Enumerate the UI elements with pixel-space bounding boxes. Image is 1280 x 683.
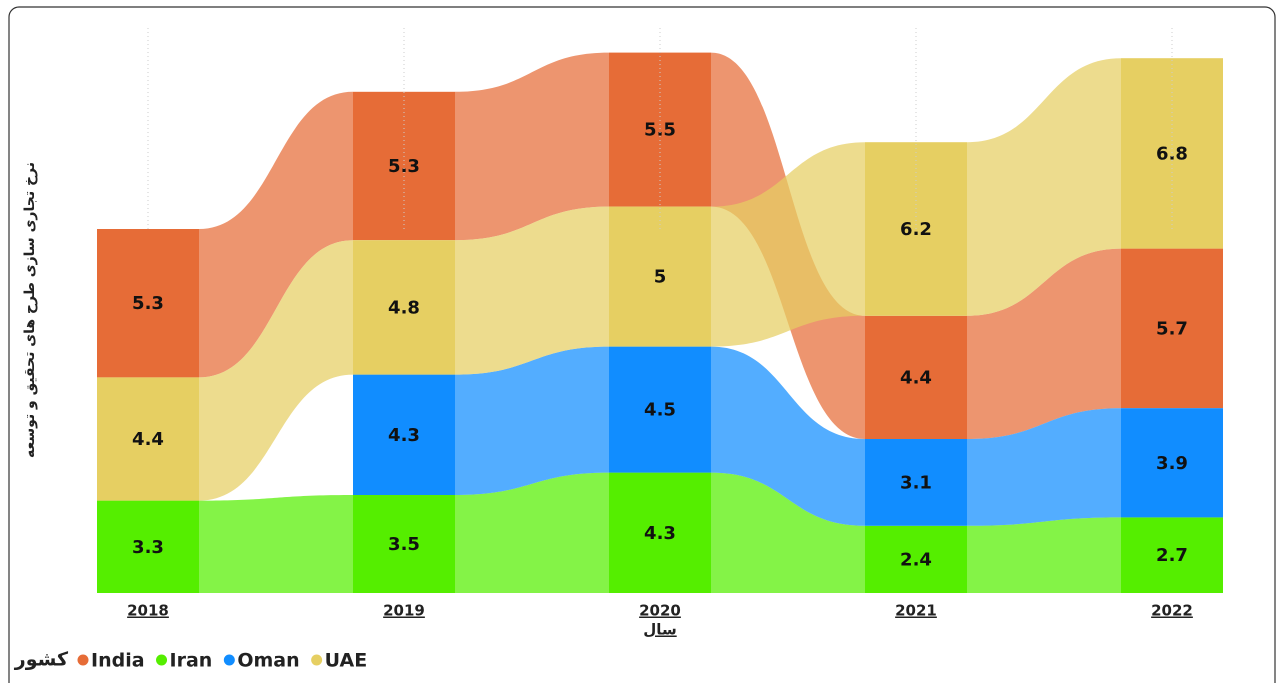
ribbon-column: [609, 206, 711, 347]
legend-marker: [311, 654, 323, 666]
ribbon: [967, 58, 1121, 316]
data-label: 5.3: [388, 156, 420, 177]
x-tick-label: 2020: [639, 602, 681, 620]
x-tick-label: 2019: [383, 602, 425, 620]
ribbon: [455, 206, 609, 375]
ribbon: [967, 517, 1121, 593]
data-label: 5.5: [644, 120, 676, 141]
ribbon-column: [353, 374, 455, 495]
ribbon: [967, 408, 1121, 526]
ribbon-column: [1121, 517, 1223, 593]
ribbon: [199, 91, 353, 378]
ribbon-column: [609, 472, 711, 593]
data-label: 5.3: [132, 293, 164, 314]
data-label: 3.5: [388, 534, 420, 555]
ribbon: [455, 346, 609, 495]
data-label: 4.4: [900, 367, 932, 388]
legend-title: کشور: [14, 649, 69, 671]
legend-marker: [156, 654, 168, 666]
ribbon-column: [865, 525, 967, 593]
ribbon: [711, 472, 865, 593]
ribbon: [967, 248, 1121, 439]
data-label: 2.4: [900, 549, 932, 570]
data-label: 4.5: [644, 400, 676, 421]
legend-label: Iran: [170, 650, 213, 672]
data-label: 6.2: [900, 219, 932, 240]
ribbon: [199, 240, 353, 501]
ribbon-column: [865, 439, 967, 526]
data-label: 4.4: [132, 429, 164, 450]
x-tick-label: 2018: [127, 602, 169, 620]
data-label: 3.3: [132, 537, 164, 558]
x-tick-label: 2022: [1151, 602, 1193, 620]
ribbon: [711, 142, 865, 347]
x-tick-label: 2021: [895, 602, 937, 620]
ribbon-column: [609, 346, 711, 473]
ribbon-column: [97, 229, 199, 378]
data-label: 4.3: [388, 425, 420, 446]
ribbon-column: [353, 495, 455, 593]
data-label: 3.9: [1156, 453, 1188, 474]
ribbon: [711, 346, 865, 526]
ribbon-column: [97, 377, 199, 501]
data-label: 4.3: [644, 523, 676, 544]
ribbon-column: [1121, 408, 1223, 518]
legend-label: Oman: [237, 650, 299, 672]
y-axis-title: نرخ تجاری سازی طرح های تحقیق و توسعه: [22, 162, 38, 458]
ribbon-column: [97, 500, 199, 593]
legend-marker: [77, 654, 89, 666]
ribbon: [455, 52, 609, 241]
data-label: 6.8: [1156, 143, 1188, 164]
ribbon: [199, 495, 353, 593]
data-label: 3.1: [900, 472, 932, 493]
data-label: 5: [654, 267, 667, 288]
legend-label: UAE: [325, 650, 368, 672]
x-axis-title: سال: [643, 621, 676, 639]
legend-label: India: [91, 650, 145, 672]
data-label: 4.8: [388, 297, 420, 318]
ribbon-column: [1121, 248, 1223, 409]
legend-marker: [223, 654, 235, 666]
data-label: 2.7: [1156, 545, 1188, 566]
data-label: 5.7: [1156, 318, 1188, 339]
ribbon-column: [353, 240, 455, 375]
ribbon-column: [865, 315, 967, 439]
ribbon: [455, 472, 609, 593]
